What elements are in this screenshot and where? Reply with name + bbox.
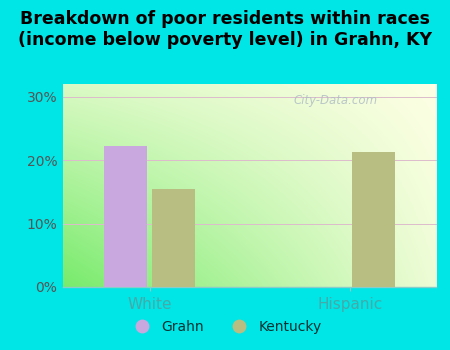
Bar [352,152,395,287]
Bar [153,189,195,287]
Text: City-Data.com: City-Data.com [293,94,378,107]
Bar [104,146,147,287]
Legend: Grahn, Kentucky: Grahn, Kentucky [123,314,327,340]
Text: Breakdown of poor residents within races
(income below poverty level) in Grahn, : Breakdown of poor residents within races… [18,10,432,49]
